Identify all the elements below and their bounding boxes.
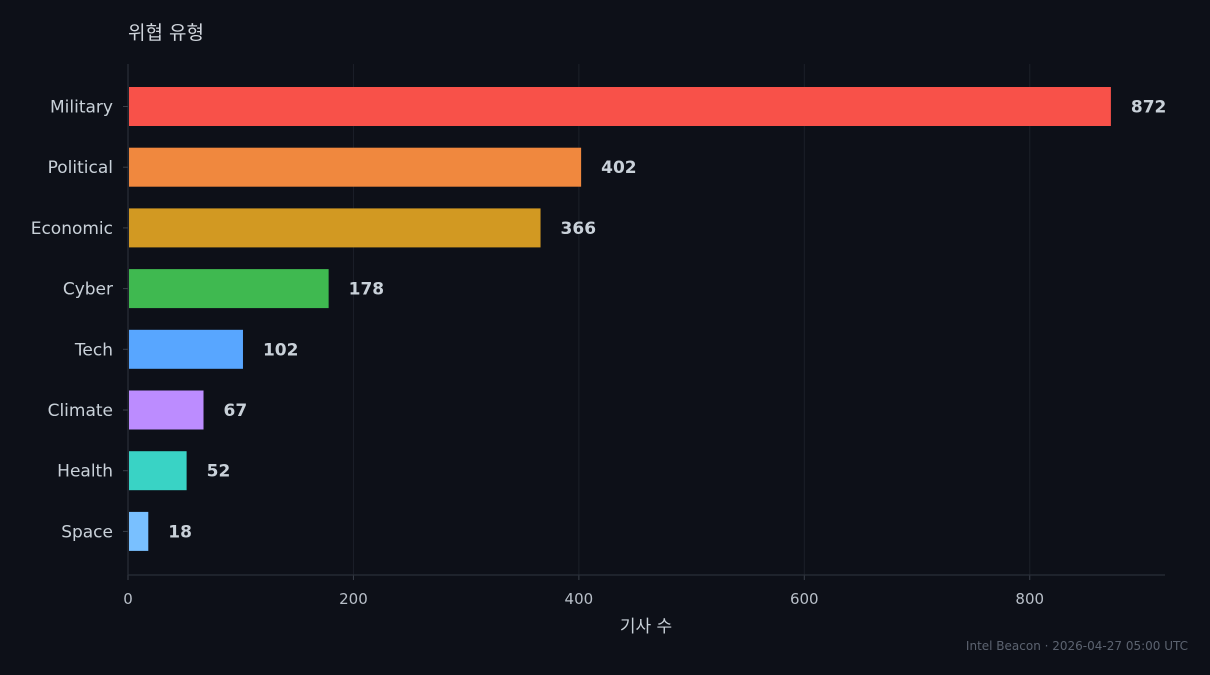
x-axis-title: 기사 수 (620, 617, 672, 637)
category-label-space: Space (61, 522, 113, 542)
x-tick-label: 800 (1015, 590, 1044, 608)
value-label-military: 872 (1131, 98, 1167, 118)
bar-cyber (129, 269, 329, 309)
bar-climate (129, 390, 204, 430)
category-label-economic: Economic (31, 219, 113, 239)
value-label-political: 402 (601, 158, 637, 178)
labels: 0 200 400 600 800 Military 872 Political 402 Econ… (31, 98, 1167, 609)
category-label-political: Political (48, 158, 113, 178)
bar-military (129, 87, 1111, 126)
bar-economic (129, 208, 541, 248)
chart-title: 위협 유형 (128, 22, 204, 44)
value-label-economic: 366 (561, 219, 597, 239)
footer-timestamp: Intel Beacon · 2026-04-27 05:00 UTC (966, 639, 1188, 653)
value-label-tech: 102 (263, 340, 299, 360)
bars (129, 87, 1111, 551)
category-label-cyber: Cyber (63, 280, 113, 300)
x-tick-label: 200 (339, 590, 368, 608)
x-tick-label: 0 (123, 590, 133, 608)
category-label-climate: Climate (48, 401, 113, 421)
bar-health (129, 451, 187, 491)
bar-tech (129, 329, 243, 369)
value-label-health: 52 (207, 462, 231, 482)
category-label-military: Military (50, 98, 113, 118)
x-tick-label: 600 (790, 590, 819, 608)
value-label-cyber: 178 (349, 280, 385, 300)
value-label-climate: 67 (224, 401, 248, 421)
value-label-space: 18 (168, 522, 192, 542)
category-label-health: Health (57, 462, 113, 482)
axes (123, 64, 1165, 580)
bar-political (129, 147, 582, 187)
category-label-tech: Tech (74, 340, 113, 360)
x-tick-label: 400 (565, 590, 594, 608)
bar-space (129, 511, 149, 551)
